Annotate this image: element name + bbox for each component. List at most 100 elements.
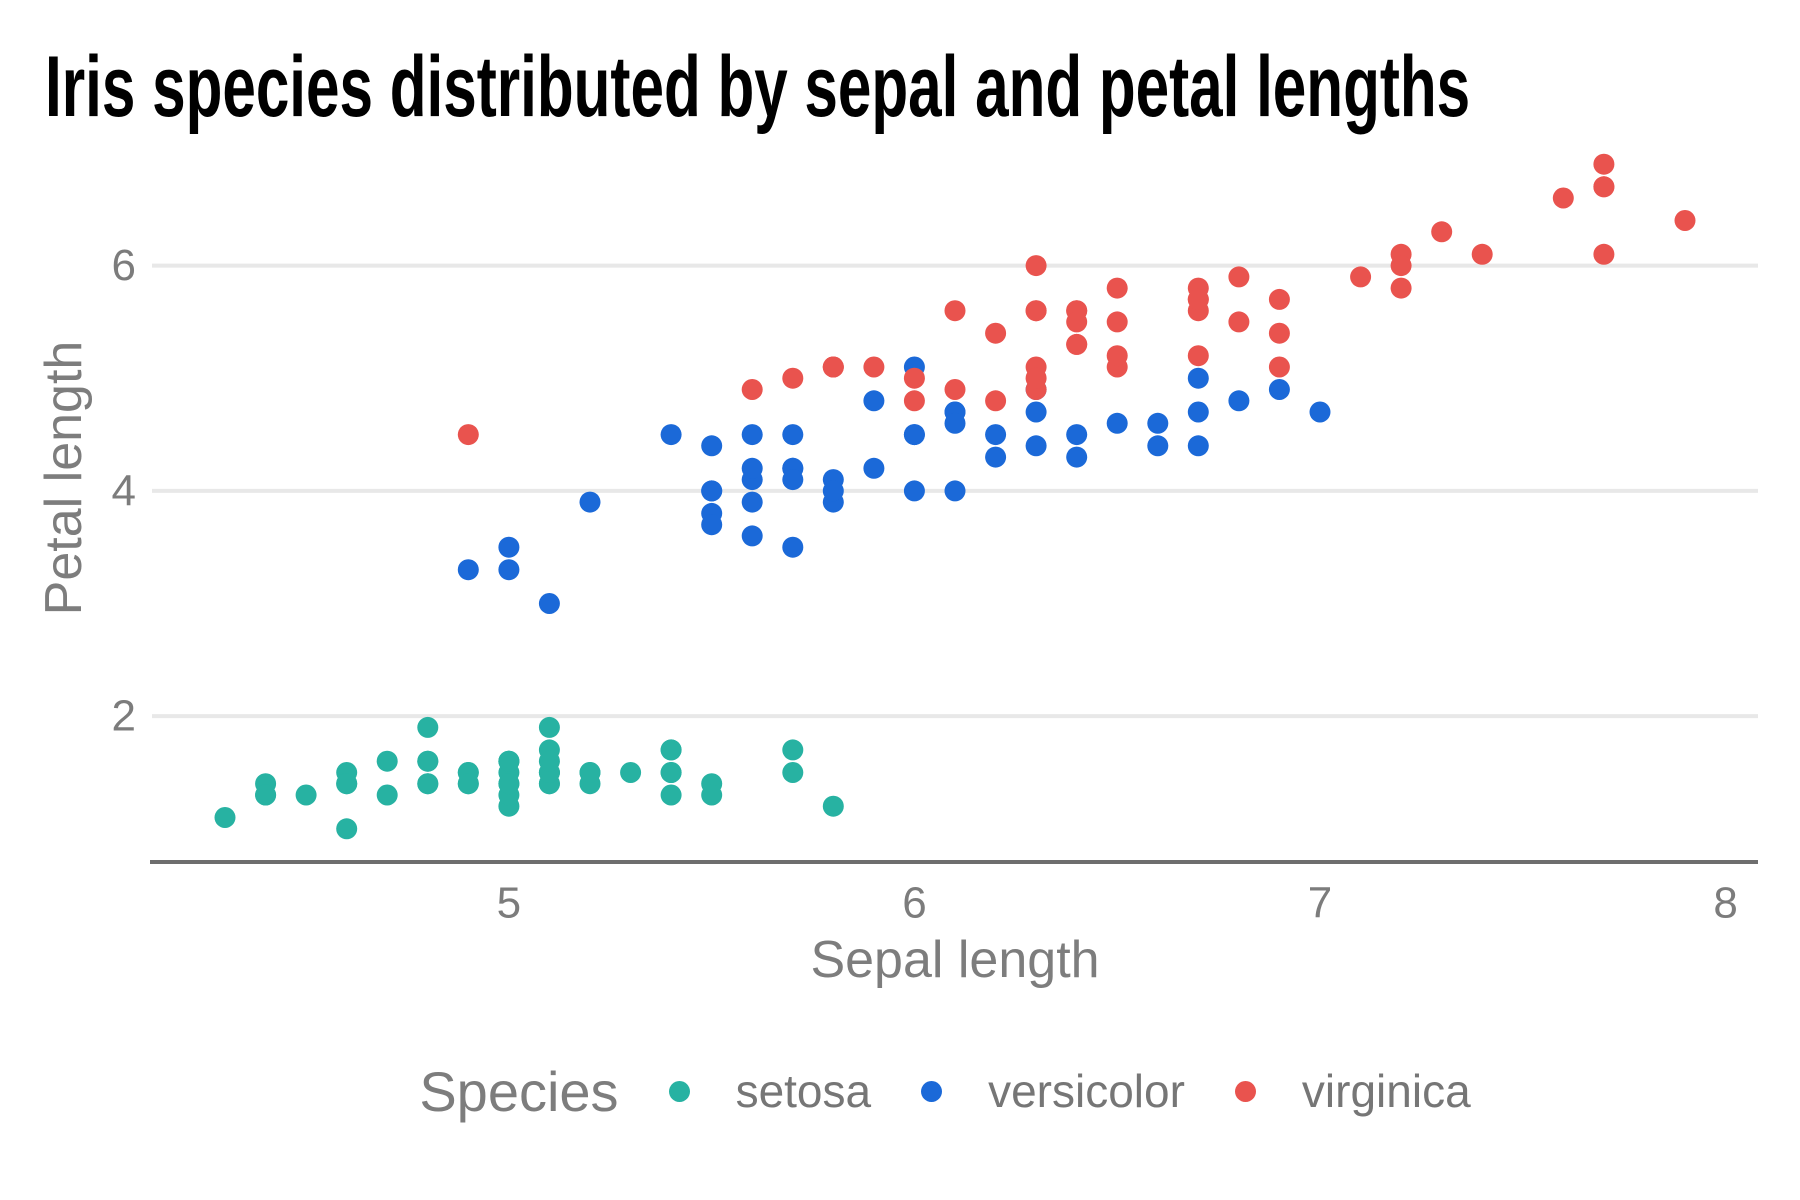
point-versicolor	[660, 424, 682, 446]
point-setosa	[538, 716, 560, 738]
point-virginica	[944, 300, 966, 322]
point-versicolor	[903, 480, 925, 502]
point-setosa	[417, 716, 439, 738]
point-virginica	[1593, 243, 1615, 265]
point-setosa	[336, 818, 358, 840]
point-setosa	[660, 762, 682, 783]
point-versicolor	[1066, 446, 1088, 468]
point-virginica	[903, 367, 925, 389]
point-setosa	[295, 784, 317, 806]
point-virginica	[1390, 255, 1412, 277]
point-virginica	[1228, 266, 1250, 288]
point-setosa	[782, 739, 804, 761]
y-tick-label: 6	[112, 241, 136, 290]
point-versicolor	[498, 536, 520, 558]
x-axis-title: Sepal length	[810, 931, 1100, 989]
x-tick-label: 8	[1713, 879, 1737, 928]
point-virginica	[1025, 300, 1047, 322]
point-versicolor	[1309, 401, 1331, 423]
legend-title: Species	[419, 1059, 619, 1123]
legend-item-virginica: virginica	[1234, 1064, 1471, 1118]
point-versicolor	[782, 536, 804, 558]
point-virginica	[822, 356, 844, 378]
point-setosa	[782, 762, 804, 783]
x-tick-label: 5	[497, 879, 521, 928]
point-setosa	[620, 762, 642, 783]
x-tick-label: 7	[1308, 879, 1332, 928]
point-versicolor	[741, 491, 763, 513]
point-virginica	[1268, 288, 1290, 310]
point-virginica	[1552, 187, 1574, 209]
point-setosa	[376, 784, 398, 806]
legend-label-virginica: virginica	[1301, 1065, 1471, 1117]
legend-item-setosa: setosa	[668, 1064, 872, 1118]
point-versicolor	[822, 480, 844, 502]
point-setosa	[255, 784, 277, 806]
point-versicolor	[985, 446, 1007, 468]
point-virginica	[1674, 210, 1696, 231]
point-virginica	[1106, 277, 1128, 299]
point-versicolor	[1187, 435, 1209, 457]
point-virginica	[1187, 288, 1209, 310]
point-setosa	[660, 784, 682, 806]
point-virginica	[1593, 153, 1615, 175]
point-virginica	[1431, 221, 1453, 243]
point-virginica	[1066, 311, 1088, 333]
point-versicolor	[741, 457, 763, 479]
point-virginica	[1268, 322, 1290, 344]
legend-label-versicolor: versicolor	[988, 1065, 1185, 1117]
point-versicolor	[1025, 435, 1047, 457]
legend: Species setosa versicolor virginica	[45, 1054, 1800, 1128]
point-virginica	[1025, 367, 1047, 389]
point-versicolor	[701, 514, 723, 536]
point-versicolor	[538, 593, 560, 614]
point-virginica	[985, 390, 1007, 412]
point-virginica	[944, 379, 966, 400]
point-versicolor	[1106, 412, 1128, 434]
point-virginica	[1066, 333, 1088, 355]
point-virginica	[1187, 345, 1209, 367]
point-versicolor	[863, 390, 885, 412]
legend-item-versicolor: versicolor	[921, 1064, 1185, 1118]
point-virginica	[1390, 277, 1412, 299]
point-virginica	[1471, 243, 1493, 265]
points-layer	[214, 153, 1696, 840]
setosa-dot-icon	[668, 1080, 690, 1102]
point-virginica	[1106, 345, 1128, 367]
point-setosa	[376, 750, 398, 772]
point-versicolor	[944, 412, 966, 434]
point-virginica	[1106, 311, 1128, 333]
point-virginica	[741, 379, 763, 400]
point-virginica	[1268, 356, 1290, 378]
point-versicolor	[863, 457, 885, 479]
point-setosa	[498, 750, 520, 772]
point-versicolor	[782, 469, 804, 491]
point-setosa	[417, 750, 439, 772]
x-tick-label: 6	[902, 879, 926, 928]
point-versicolor	[498, 559, 520, 581]
point-versicolor	[1147, 412, 1169, 434]
point-versicolor	[1228, 390, 1250, 412]
point-setosa	[498, 773, 520, 795]
point-virginica	[1593, 176, 1615, 198]
point-versicolor	[701, 480, 723, 502]
point-virginica	[863, 356, 885, 378]
point-setosa	[579, 762, 601, 783]
point-virginica	[1228, 311, 1250, 333]
point-versicolor	[782, 424, 804, 446]
point-versicolor	[1187, 367, 1209, 389]
point-setosa	[701, 784, 723, 806]
legend-label-setosa: setosa	[735, 1065, 872, 1117]
point-versicolor	[1025, 401, 1047, 423]
y-axis-title: Petal length	[35, 340, 93, 616]
point-versicolor	[701, 435, 723, 457]
point-setosa	[336, 773, 358, 795]
point-virginica	[1350, 266, 1372, 288]
point-versicolor	[944, 480, 966, 502]
point-versicolor	[985, 424, 1007, 446]
tick-labels-layer: 2 4 6 5 6 7 8	[112, 241, 1738, 927]
y-tick-label: 2	[112, 692, 136, 741]
point-setosa	[457, 773, 479, 795]
point-versicolor	[1187, 401, 1209, 423]
